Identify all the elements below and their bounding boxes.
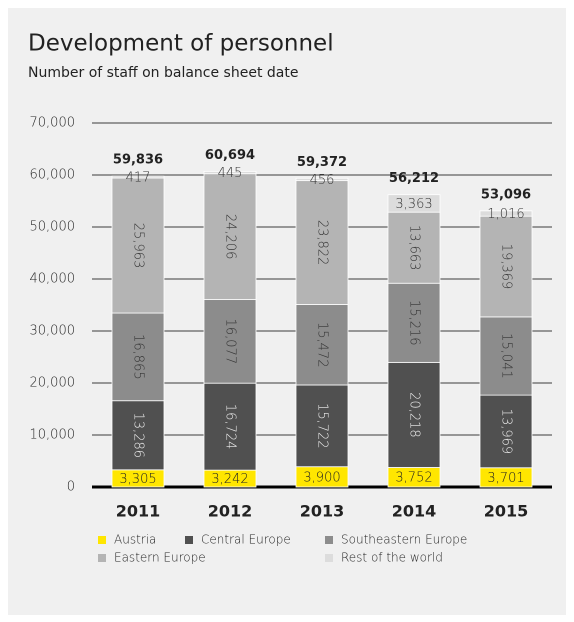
legend-label: Rest of the world [341, 551, 443, 565]
bar-segment [111, 400, 165, 471]
y-tick-label: 50,000 [30, 220, 76, 235]
total-label: 56,212 [389, 171, 439, 186]
data-label: 1,016 [487, 207, 524, 222]
data-label: 15,722 [315, 403, 330, 449]
x-tick-label: 2011 [116, 502, 161, 521]
y-tick-label: 70,000 [30, 116, 76, 131]
bar-segment [203, 299, 257, 384]
y-tick-label: 0 [67, 480, 75, 495]
bar-segment [479, 210, 533, 217]
data-label: 3,305 [119, 472, 156, 487]
bar-segment [203, 170, 257, 175]
data-label: 13,663 [407, 225, 422, 270]
x-tick-label: 2015 [484, 502, 529, 521]
bar-segment [295, 177, 349, 182]
data-label: 3,900 [303, 470, 340, 485]
total-label: 53,096 [481, 187, 531, 202]
data-label: 417 [126, 170, 151, 185]
y-tick-label: 10,000 [30, 428, 76, 443]
legend-swatch [325, 554, 333, 562]
legend-label: Southeastern Europe [341, 533, 467, 547]
bar-segment [111, 175, 165, 179]
bar-segment [387, 211, 441, 284]
bar-segment [295, 384, 349, 468]
bar-segment [111, 312, 165, 402]
chart-title: Development of personnel [28, 31, 334, 57]
y-tick-label: 60,000 [30, 168, 76, 183]
bar-segment [479, 215, 533, 318]
bar-segment [479, 316, 533, 396]
data-label: 16,077 [223, 319, 238, 365]
bar-segment [295, 180, 349, 305]
y-tick-label: 20,000 [30, 376, 76, 391]
bar-segment [479, 394, 533, 469]
bar-segment [387, 194, 441, 213]
bar-segment [111, 177, 165, 314]
legend-label: Eastern Europe [114, 551, 206, 565]
legend-swatch [98, 554, 106, 562]
data-label: 3,363 [395, 197, 432, 212]
total-label: 59,372 [297, 155, 347, 170]
bar-segment [387, 282, 441, 363]
data-label: 23,822 [315, 220, 330, 266]
x-tick-label: 2014 [392, 502, 437, 521]
data-label: 15,216 [407, 300, 422, 346]
data-label: 19,369 [499, 244, 514, 290]
data-label: 3,701 [487, 471, 524, 486]
data-label: 16,724 [223, 404, 238, 450]
data-label: 15,041 [499, 333, 514, 379]
bar-segment [295, 304, 349, 386]
legend-label: Austria [114, 533, 156, 547]
panel [8, 8, 566, 615]
data-label: 20,218 [407, 392, 422, 438]
data-label: 456 [310, 173, 335, 188]
legend-swatch [185, 536, 193, 544]
data-label: 3,242 [211, 472, 248, 487]
chart-subtitle: Number of staff on balance sheet date [28, 65, 298, 81]
data-label: 13,969 [499, 409, 514, 455]
data-label: 3,752 [395, 471, 432, 486]
data-label: 24,206 [223, 214, 238, 260]
legend-swatch [98, 536, 106, 544]
bar-segment [203, 382, 257, 471]
total-label: 60,694 [205, 148, 255, 163]
x-tick-label: 2013 [300, 502, 345, 521]
data-label: 445 [218, 166, 243, 181]
bar-segment [387, 361, 441, 468]
total-label: 59,836 [113, 152, 163, 167]
data-label: 15,472 [315, 322, 330, 368]
data-label: 25,963 [131, 223, 146, 269]
legend-swatch [325, 536, 333, 544]
bar-segment [203, 173, 257, 300]
x-tick-label: 2012 [208, 502, 253, 521]
data-label: 13,286 [131, 413, 146, 459]
y-tick-label: 40,000 [30, 272, 76, 287]
data-label: 16,865 [131, 334, 146, 380]
y-tick-label: 30,000 [30, 324, 76, 339]
legend-label: Central Europe [201, 533, 291, 547]
